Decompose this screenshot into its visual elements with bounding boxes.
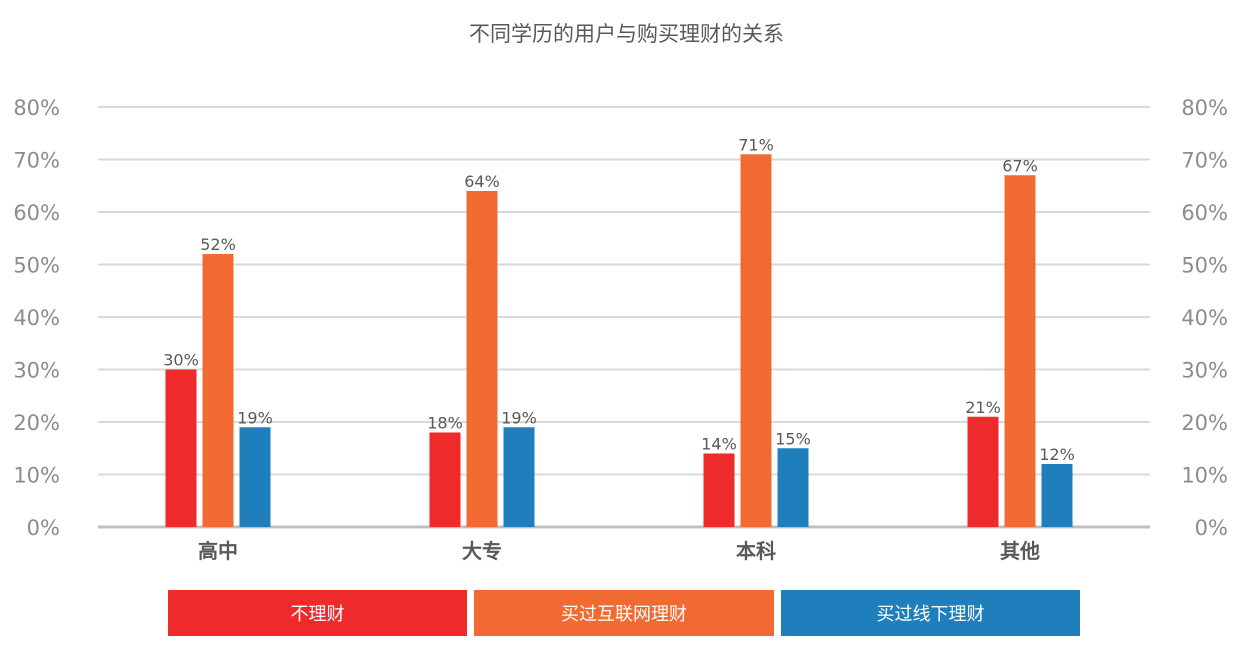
data-label: 21% xyxy=(965,398,1001,417)
data-label: 64% xyxy=(464,172,500,191)
y-tick-label-right: 60% xyxy=(1181,201,1228,225)
bar xyxy=(202,254,234,527)
y-tick-label-right: 30% xyxy=(1181,359,1228,383)
legend-label-no-finance: 不理财 xyxy=(290,604,345,625)
legend-item-offline-finance: 买过线下理财 xyxy=(781,590,1080,636)
y-tick-label-left: 50% xyxy=(13,254,60,278)
bar xyxy=(466,191,498,527)
data-label: 19% xyxy=(237,408,273,427)
y-tick-label-right: 80% xyxy=(1181,96,1228,120)
data-label: 18% xyxy=(427,414,463,433)
y-tick-label-left: 40% xyxy=(13,306,60,330)
data-label: 14% xyxy=(701,435,737,454)
y-tick-label-right: 0% xyxy=(1195,516,1228,540)
bar xyxy=(429,432,461,527)
bar xyxy=(740,154,772,527)
y-tick-label-right: 70% xyxy=(1181,149,1228,173)
legend-label-offline-finance: 买过线下理财 xyxy=(876,604,985,625)
x-category-label: 其他 xyxy=(1000,539,1040,563)
bar xyxy=(165,369,197,527)
bar xyxy=(1041,464,1073,527)
bar xyxy=(239,427,271,527)
data-label: 19% xyxy=(501,408,537,427)
data-label: 67% xyxy=(1002,156,1038,175)
data-label: 12% xyxy=(1039,445,1075,464)
bar xyxy=(1004,175,1036,527)
y-tick-label-right: 40% xyxy=(1181,306,1228,330)
y-tick-label-left: 30% xyxy=(13,359,60,383)
legend-item-no-finance: 不理财 xyxy=(168,590,467,636)
data-label: 30% xyxy=(163,351,199,370)
y-tick-label-left: 70% xyxy=(13,149,60,173)
data-label: 71% xyxy=(738,135,774,154)
y-tick-label-right: 10% xyxy=(1181,464,1228,488)
bar xyxy=(703,453,735,527)
y-tick-label-right: 20% xyxy=(1181,411,1228,435)
chart-title: 不同学历的用户与购买理财的关系 xyxy=(469,22,784,46)
bar xyxy=(967,416,999,527)
legend-item-internet-finance: 买过互联网理财 xyxy=(474,590,774,636)
x-category-label: 本科 xyxy=(736,539,776,563)
x-category-label: 高中 xyxy=(198,539,238,563)
y-tick-label-left: 80% xyxy=(13,96,60,120)
y-tick-label-left: 60% xyxy=(13,201,60,225)
data-label: 15% xyxy=(775,429,811,448)
bar xyxy=(777,448,809,527)
y-tick-label-left: 0% xyxy=(27,516,60,540)
y-tick-label-left: 20% xyxy=(13,411,60,435)
data-label: 52% xyxy=(200,235,236,254)
bar xyxy=(503,427,535,527)
y-tick-label-left: 10% xyxy=(13,464,60,488)
x-category-label: 大专 xyxy=(462,539,502,563)
legend-label-internet-finance: 买过互联网理财 xyxy=(561,604,687,625)
y-tick-label-right: 50% xyxy=(1181,254,1228,278)
